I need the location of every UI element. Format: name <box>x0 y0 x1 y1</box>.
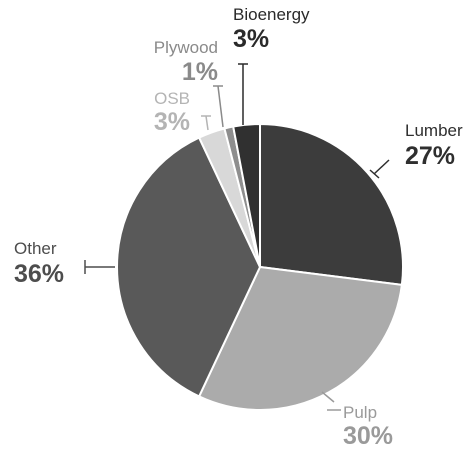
slice-value-other: 36% <box>14 260 64 288</box>
leader-line-osb <box>205 115 209 131</box>
slice-label-plywood: Plywood <box>154 38 218 57</box>
slice-label-bioenergy: Bioenergy <box>233 5 310 24</box>
slice-value-lumber: 27% <box>405 142 455 170</box>
leader-line-plywood <box>217 85 224 128</box>
slice-labels: Lumber27%Pulp30%Other36%OSB3%Plywood1%Bi… <box>14 5 463 450</box>
leader-end-lumber <box>369 169 380 179</box>
pie-slice-bioenergy <box>232 122 261 268</box>
pie-slice-pulp <box>197 265 403 411</box>
slice-value-bioenergy: 3% <box>233 25 269 53</box>
slice-value-pulp: 30% <box>343 422 393 450</box>
pie-slice-other <box>116 136 262 398</box>
slice-value-osb: 3% <box>154 108 190 136</box>
pie-slice-lumber <box>259 122 404 287</box>
slice-label-pulp: Pulp <box>343 403 377 422</box>
slice-label-osb: OSB <box>154 89 190 108</box>
pie-slices <box>116 122 404 411</box>
slice-label-other: Other <box>14 239 57 258</box>
slice-value-plywood: 1% <box>182 58 218 86</box>
label-leader-lines <box>84 63 390 411</box>
leader-line-pulp <box>321 391 335 403</box>
leader-line-lumber <box>373 159 390 175</box>
slice-label-lumber: Lumber <box>405 121 463 140</box>
